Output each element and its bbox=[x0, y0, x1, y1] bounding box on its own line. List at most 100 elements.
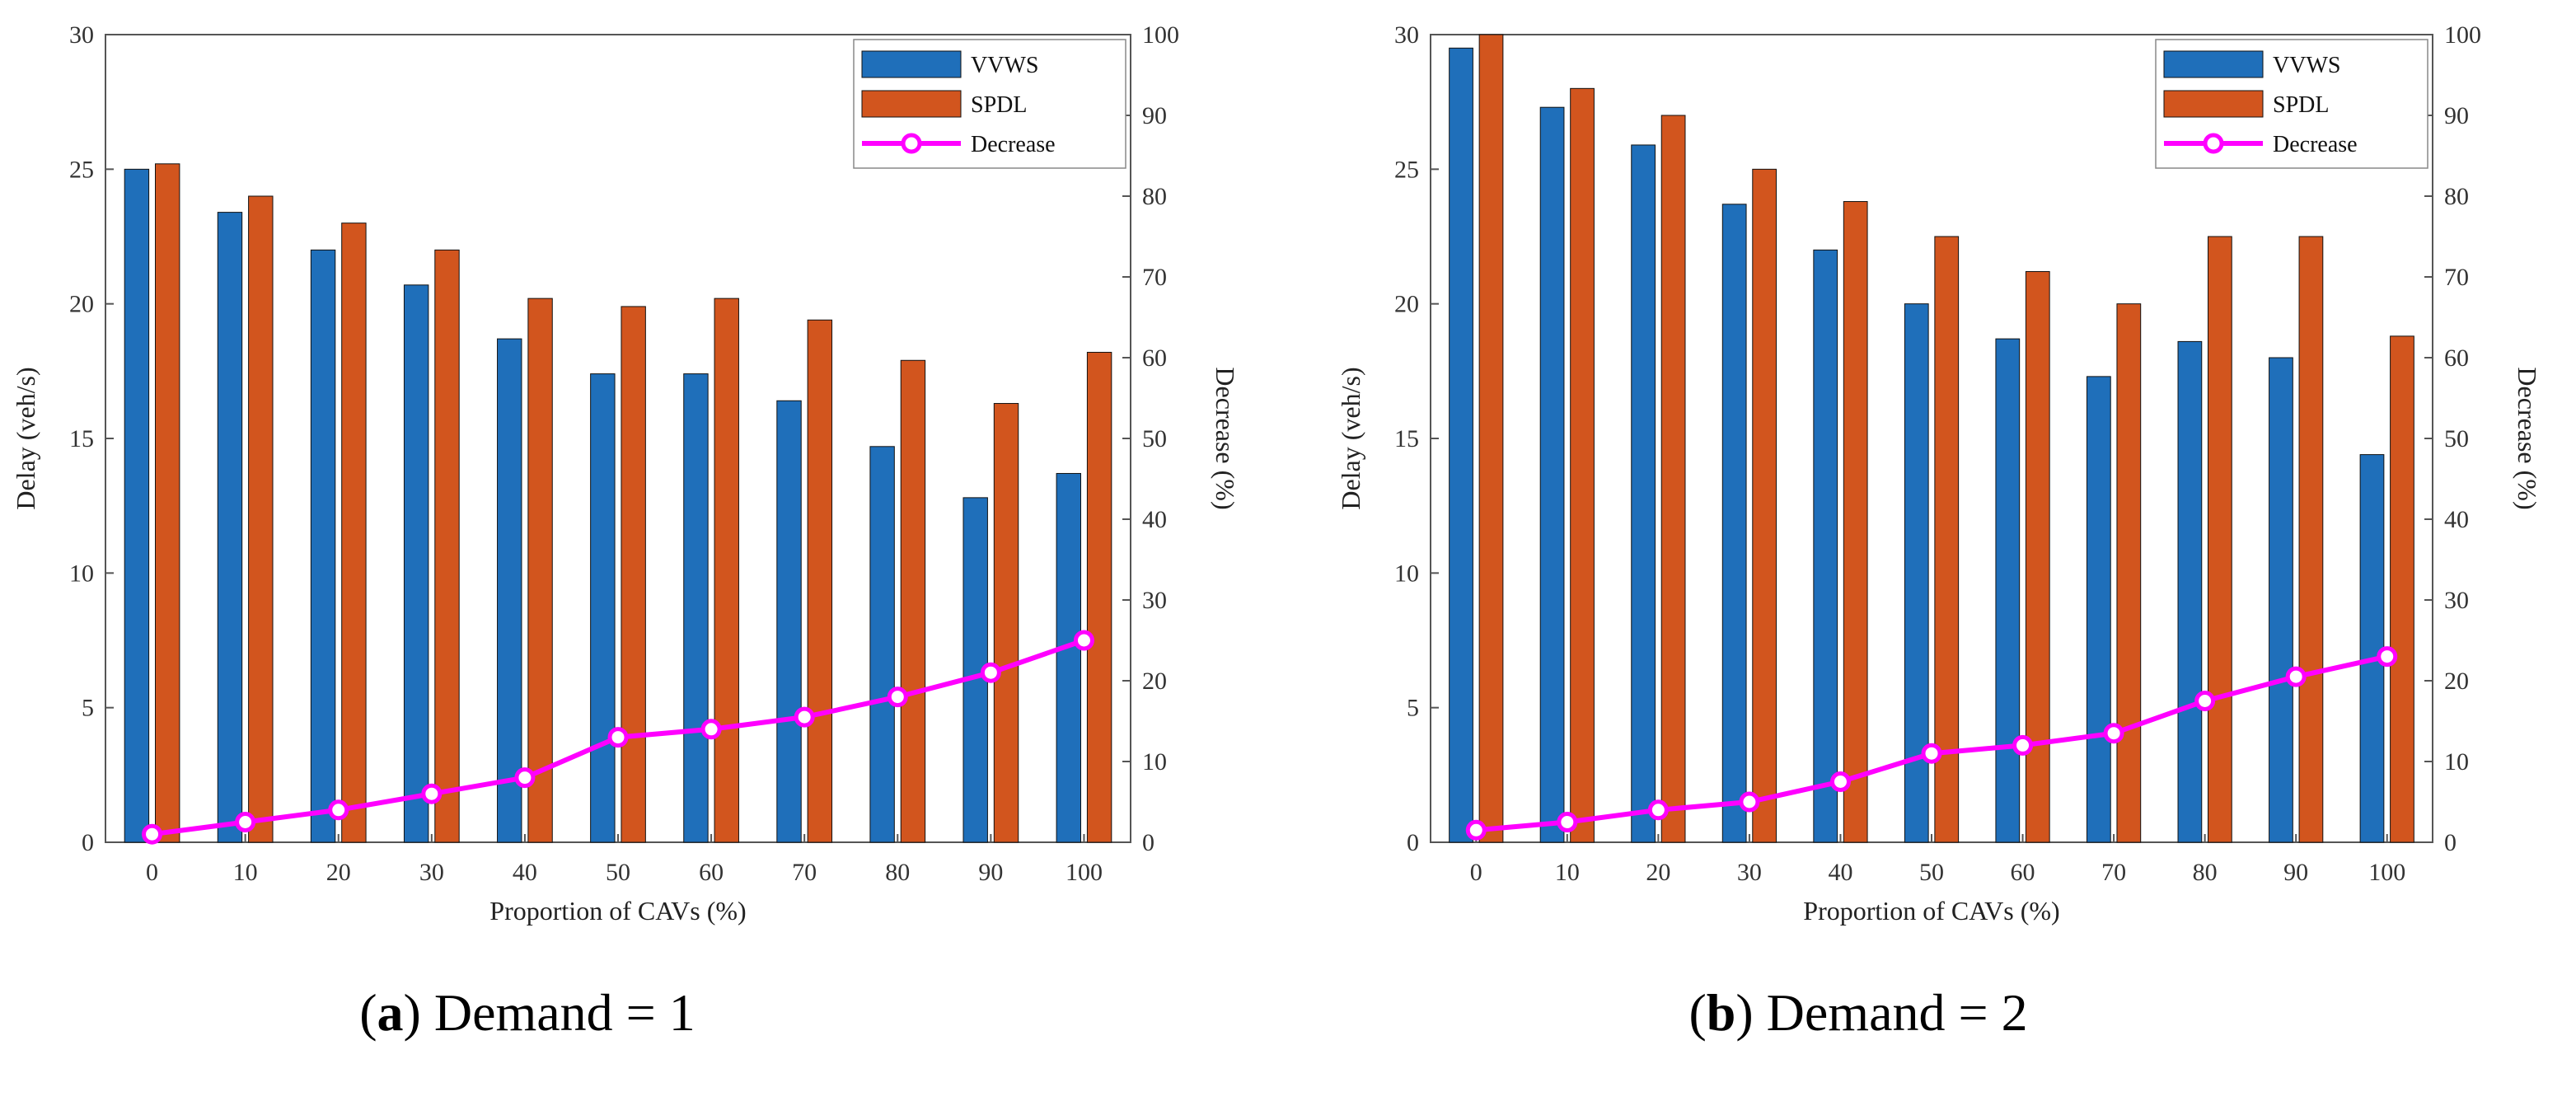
x-tick-label: 40 bbox=[1828, 859, 1852, 886]
bar-vvws-70 bbox=[2086, 376, 2111, 843]
bar-spdl-20 bbox=[341, 223, 367, 843]
bar-spdl-80 bbox=[2208, 236, 2232, 843]
bar-vvws-80 bbox=[869, 446, 895, 843]
bar-vvws-60 bbox=[1995, 338, 2021, 843]
y2-tick-label: 50 bbox=[2444, 425, 2469, 452]
bar-vvws-0 bbox=[124, 168, 150, 843]
y2-tick-label: 10 bbox=[1142, 748, 1167, 776]
legend-swatch-vvws bbox=[861, 50, 962, 78]
legend: VVWS SPDL Decrease bbox=[2155, 39, 2428, 169]
point-decrease-10 bbox=[1557, 812, 1578, 832]
y2-tick-label: 60 bbox=[1142, 344, 1167, 372]
bar-vvws-30 bbox=[403, 284, 429, 843]
bar-spdl-10 bbox=[1570, 87, 1595, 843]
y2-tick-label: 50 bbox=[1142, 425, 1167, 452]
legend-label-vvws: VVWS bbox=[971, 53, 1038, 78]
point-decrease-60 bbox=[2012, 734, 2034, 756]
bar-spdl-40 bbox=[1843, 201, 1868, 843]
point-decrease-80 bbox=[887, 687, 908, 708]
y2-tick-label: 80 bbox=[2444, 183, 2469, 210]
point-decrease-0 bbox=[1465, 819, 1487, 841]
point-decrease-60 bbox=[700, 719, 722, 740]
x-tick-label: 70 bbox=[2101, 859, 2126, 886]
chart-demand-1: 0 5 10 15 20 25 30 0 10 20 30 40 50 60 70 80 90 100 0 10 20 3… bbox=[11, 21, 1240, 926]
point-decrease-100 bbox=[1073, 630, 1094, 651]
bar-vvws-80 bbox=[2177, 340, 2203, 843]
legend-label-spdl: SPDL bbox=[2273, 92, 2329, 118]
bar-spdl-90 bbox=[2298, 236, 2324, 843]
y2-tick-label: 0 bbox=[2444, 829, 2457, 856]
point-decrease-90 bbox=[980, 662, 1001, 683]
caption-a: (a) Demand = 1 bbox=[359, 983, 696, 1042]
y2-axis-label: Decrease (%) bbox=[1211, 367, 1240, 509]
y-tick-label: 15 bbox=[1394, 425, 1419, 452]
legend-swatch-decrease-marker bbox=[2203, 133, 2224, 154]
bar-vvws-30 bbox=[1721, 204, 1747, 843]
point-decrease-70 bbox=[2103, 723, 2124, 744]
point-decrease-90 bbox=[2285, 666, 2307, 687]
point-decrease-50 bbox=[607, 727, 629, 748]
x-axis-label: Proportion of CAVs (%) bbox=[489, 896, 746, 926]
point-decrease-0 bbox=[142, 823, 163, 845]
legend-swatch-vvws bbox=[2163, 50, 2264, 78]
y-tick-label: 5 bbox=[82, 695, 94, 722]
legend-swatch-spdl bbox=[2163, 90, 2264, 118]
legend-swatch-spdl bbox=[861, 90, 962, 118]
y2-tick-label: 80 bbox=[1142, 183, 1167, 210]
point-decrease-20 bbox=[1647, 799, 1669, 821]
bar-vvws-20 bbox=[310, 249, 336, 843]
x-tick-label: 90 bbox=[2283, 859, 2308, 886]
bar-spdl-50 bbox=[1934, 236, 1960, 843]
y-tick-label: 0 bbox=[1407, 829, 1419, 856]
point-decrease-30 bbox=[1739, 791, 1760, 813]
y2-tick-label: 90 bbox=[1142, 102, 1167, 129]
bar-spdl-60 bbox=[714, 298, 739, 843]
legend-label-decrease: Decrease bbox=[971, 132, 1056, 157]
y2-tick-label: 10 bbox=[2444, 748, 2469, 776]
x-tick-label: 60 bbox=[2011, 859, 2035, 886]
caption-b: (b) Demand = 2 bbox=[1688, 983, 2027, 1042]
y2-tick-label: 70 bbox=[1142, 264, 1167, 291]
x-tick-label: 20 bbox=[326, 859, 351, 886]
bar-spdl-50 bbox=[621, 306, 646, 843]
legend-label-spdl: SPDL bbox=[971, 92, 1027, 118]
x-tick-label: 80 bbox=[885, 859, 910, 886]
point-decrease-100 bbox=[2377, 646, 2398, 668]
legend-label-vvws: VVWS bbox=[2273, 53, 2340, 78]
bar-vvws-100 bbox=[2359, 454, 2385, 843]
bar-spdl-90 bbox=[993, 403, 1019, 843]
y-tick-label: 20 bbox=[1394, 291, 1419, 318]
bar-vvws-40 bbox=[497, 338, 522, 843]
x-tick-label: 100 bbox=[1066, 859, 1103, 886]
y2-tick-label: 20 bbox=[2444, 668, 2469, 695]
x-tick-label: 70 bbox=[792, 859, 817, 886]
bar-spdl-0 bbox=[1478, 34, 1504, 843]
x-tick-label: 10 bbox=[233, 859, 258, 886]
x-tick-label: 30 bbox=[1737, 859, 1762, 886]
bar-spdl-70 bbox=[807, 319, 833, 843]
y-axis-label: Delay (veh/s) bbox=[1336, 367, 1365, 509]
bar-vvws-50 bbox=[590, 373, 616, 843]
y2-tick-label: 90 bbox=[2444, 102, 2469, 129]
chart-demand-2: 0 5 10 15 20 25 30 0 10 20 30 40 50 60 70 80 90 100 0 10 20 3… bbox=[1336, 21, 2542, 926]
point-decrease-50 bbox=[1921, 743, 1942, 764]
y-tick-label: 25 bbox=[1394, 156, 1419, 183]
x-axis-label: Proportion of CAVs (%) bbox=[1803, 896, 2059, 926]
x-tick-label: 60 bbox=[699, 859, 724, 886]
x-tick-label: 10 bbox=[1555, 859, 1580, 886]
bar-vvws-10 bbox=[217, 212, 243, 843]
x-tick-label: 0 bbox=[1470, 859, 1482, 886]
x-tick-label: 30 bbox=[419, 859, 444, 886]
point-decrease-40 bbox=[1829, 771, 1851, 792]
point-decrease-40 bbox=[514, 767, 536, 789]
bar-spdl-30 bbox=[1752, 168, 1777, 843]
bar-spdl-60 bbox=[2025, 270, 2050, 843]
y-tick-label: 25 bbox=[69, 156, 94, 183]
bar-vvws-20 bbox=[1631, 144, 1656, 843]
x-tick-label: 100 bbox=[2368, 859, 2405, 886]
bar-vvws-90 bbox=[2269, 357, 2293, 843]
y2-tick-label: 100 bbox=[2444, 21, 2481, 49]
point-decrease-30 bbox=[421, 783, 443, 804]
y2-tick-label: 30 bbox=[2444, 587, 2469, 614]
